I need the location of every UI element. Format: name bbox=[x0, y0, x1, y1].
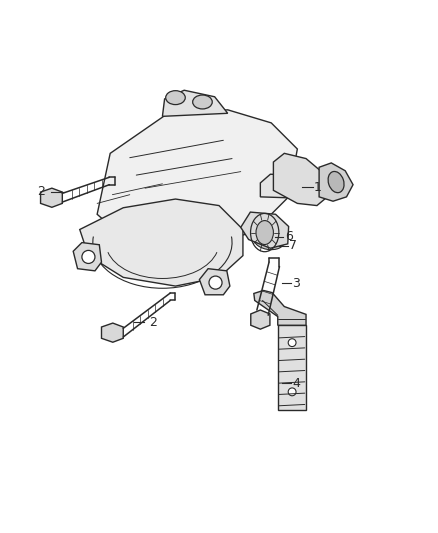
Ellipse shape bbox=[254, 231, 284, 249]
Polygon shape bbox=[278, 325, 306, 410]
Ellipse shape bbox=[288, 388, 296, 396]
Polygon shape bbox=[254, 290, 306, 325]
Text: 4: 4 bbox=[292, 377, 300, 390]
Ellipse shape bbox=[256, 221, 273, 245]
Polygon shape bbox=[199, 269, 230, 295]
Polygon shape bbox=[260, 174, 302, 198]
Polygon shape bbox=[73, 243, 102, 271]
Ellipse shape bbox=[288, 339, 296, 346]
Ellipse shape bbox=[209, 276, 222, 289]
Polygon shape bbox=[102, 323, 123, 342]
Polygon shape bbox=[80, 199, 243, 286]
Ellipse shape bbox=[166, 91, 185, 104]
Text: 6: 6 bbox=[285, 230, 293, 244]
Text: 2: 2 bbox=[37, 185, 45, 198]
Text: 2: 2 bbox=[149, 316, 157, 329]
Ellipse shape bbox=[328, 172, 344, 192]
Ellipse shape bbox=[193, 95, 212, 109]
Polygon shape bbox=[319, 163, 353, 201]
Polygon shape bbox=[251, 310, 270, 329]
Polygon shape bbox=[273, 154, 330, 206]
Text: 7: 7 bbox=[289, 239, 297, 252]
Polygon shape bbox=[41, 188, 62, 207]
Polygon shape bbox=[241, 212, 289, 248]
Ellipse shape bbox=[82, 251, 95, 263]
Polygon shape bbox=[162, 90, 228, 116]
Polygon shape bbox=[97, 110, 297, 249]
Text: 3: 3 bbox=[292, 277, 300, 289]
Text: 1: 1 bbox=[314, 181, 322, 194]
